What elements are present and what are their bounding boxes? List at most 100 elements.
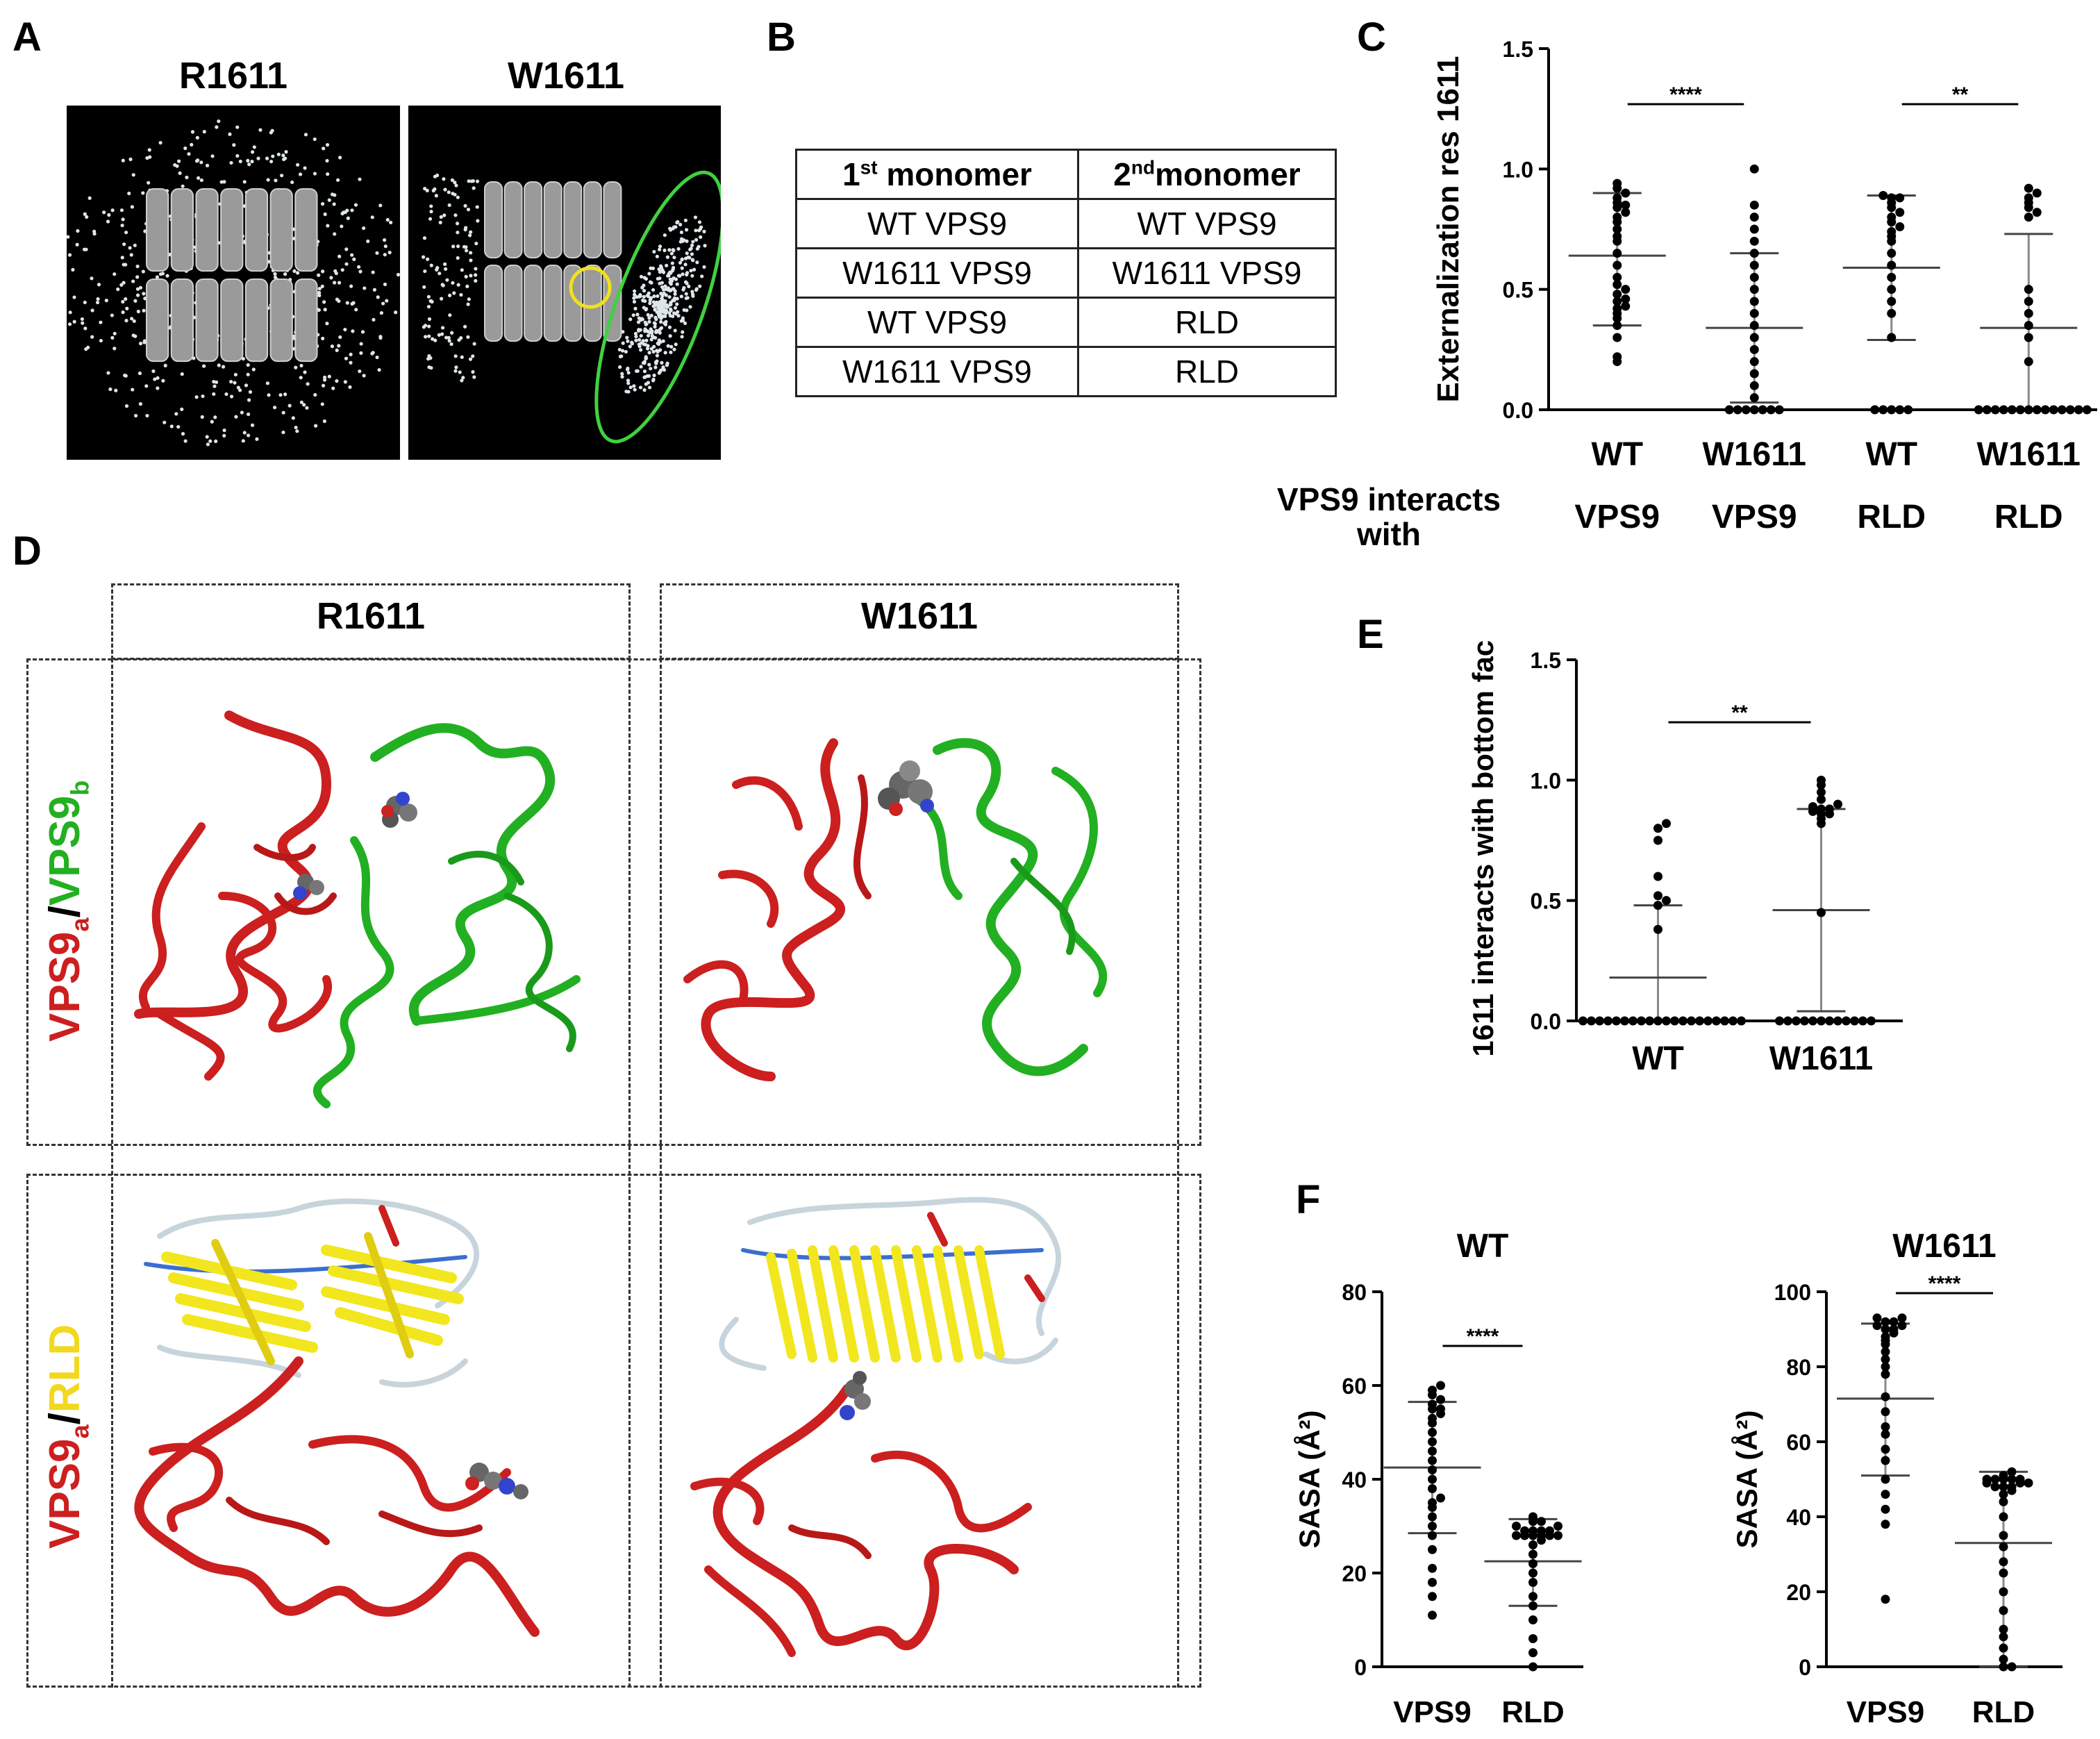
solvent-dot bbox=[429, 366, 433, 370]
y-tick-label: 1.0 bbox=[1531, 768, 1561, 793]
solvent-dot bbox=[194, 395, 199, 399]
data-point bbox=[1749, 236, 1759, 246]
data-point bbox=[1436, 1395, 1445, 1404]
solvent-dot bbox=[671, 226, 675, 231]
data-point bbox=[2007, 1482, 2017, 1492]
table-row: W1611 VPS9 W1611 VPS9 bbox=[795, 247, 1337, 299]
y-tick-label: 0.0 bbox=[1503, 398, 1533, 423]
solvent-dot bbox=[313, 424, 318, 428]
solvent-dot bbox=[131, 173, 135, 177]
helix-block bbox=[244, 188, 269, 272]
data-point bbox=[1825, 1016, 1834, 1026]
data-point bbox=[1881, 1504, 1890, 1514]
solvent-dot bbox=[426, 294, 431, 299]
solvent-dot bbox=[75, 242, 79, 247]
data-point bbox=[2024, 193, 2033, 203]
solvent-dot bbox=[676, 310, 680, 314]
solvent-dot bbox=[110, 208, 115, 213]
solvent-dot bbox=[224, 392, 228, 397]
solvent-dot bbox=[447, 190, 451, 194]
x-tick-label: WT bbox=[1591, 436, 1643, 473]
data-point bbox=[2015, 1474, 2025, 1484]
table-cell: WT VPS9 bbox=[795, 297, 1079, 348]
data-point bbox=[1895, 193, 1905, 203]
solvent-dot bbox=[210, 154, 215, 158]
solvent-dot bbox=[681, 272, 685, 276]
solvent-dot bbox=[323, 375, 327, 379]
solvent-dot bbox=[626, 381, 631, 385]
solvent-dot bbox=[370, 215, 374, 219]
data-point bbox=[1653, 1016, 1662, 1026]
y-tick-label: 20 bbox=[1342, 1561, 1367, 1586]
data-point bbox=[1612, 213, 1622, 222]
solvent-dot bbox=[147, 181, 151, 185]
solvent-dot bbox=[353, 203, 358, 207]
x-tick-label: W1611 bbox=[1769, 1040, 1873, 1077]
data-point bbox=[1881, 1422, 1890, 1431]
solvent-dot bbox=[323, 308, 327, 312]
solvent-dot bbox=[656, 342, 661, 347]
solvent-dot bbox=[444, 335, 449, 340]
data-point bbox=[1612, 333, 1622, 342]
solvent-dot bbox=[476, 219, 480, 223]
solvent-dot bbox=[475, 205, 479, 209]
solvent-dot bbox=[647, 363, 651, 367]
data-point bbox=[1428, 1413, 1437, 1423]
data-point bbox=[2024, 297, 2033, 306]
solvent-dot bbox=[322, 147, 326, 151]
solvent-dot bbox=[85, 215, 89, 219]
chart-title: W1611 bbox=[1892, 1228, 1996, 1265]
solvent-dot bbox=[457, 338, 461, 342]
data-point bbox=[1662, 1016, 1671, 1026]
data-point bbox=[1528, 1549, 1538, 1559]
solvent-dot bbox=[121, 299, 125, 304]
y-tick-label: 40 bbox=[1342, 1467, 1367, 1492]
group-caption-line: with bbox=[1356, 516, 1421, 552]
solvent-dot bbox=[217, 119, 221, 124]
data-point bbox=[1749, 164, 1759, 174]
table-header-cell: 2ndmonomer bbox=[1077, 149, 1337, 200]
solvent-dot bbox=[640, 317, 644, 322]
y-tick-label: 100 bbox=[1774, 1280, 1811, 1305]
data-point bbox=[1887, 193, 1897, 203]
data-point bbox=[2024, 308, 2033, 318]
solvent-dot bbox=[299, 363, 303, 368]
solvent-dot bbox=[429, 204, 433, 208]
solvent-dot bbox=[106, 371, 110, 375]
solvent-dot bbox=[378, 203, 383, 208]
data-point bbox=[2024, 321, 2033, 331]
solvent-dot bbox=[81, 321, 85, 325]
y-tick-label: 20 bbox=[1786, 1580, 1811, 1605]
solvent-dot bbox=[435, 173, 440, 178]
solvent-dot bbox=[625, 335, 629, 340]
y-tick-label: 80 bbox=[1342, 1280, 1367, 1305]
data-point bbox=[1895, 405, 1905, 415]
data-point bbox=[1428, 1437, 1437, 1447]
solvent-dot bbox=[67, 253, 72, 257]
data-point bbox=[1653, 891, 1662, 901]
data-point bbox=[1428, 1399, 1437, 1409]
solvent-dot bbox=[649, 367, 653, 371]
chart-title: WT bbox=[1457, 1228, 1509, 1265]
data-point bbox=[1872, 1321, 1882, 1331]
solvent-dot bbox=[660, 360, 664, 365]
solvent-dot bbox=[250, 150, 255, 154]
solvent-dot bbox=[135, 275, 140, 279]
solvent-dot bbox=[340, 224, 344, 228]
solvent-dot bbox=[236, 385, 240, 390]
solvent-dot bbox=[426, 357, 431, 361]
data-point bbox=[1653, 924, 1662, 934]
solvent-dot bbox=[668, 270, 672, 274]
significance-label: ** bbox=[1952, 83, 1969, 106]
solvent-dot bbox=[141, 191, 145, 195]
data-point bbox=[1621, 301, 1631, 311]
solvent-dot bbox=[138, 285, 143, 290]
solvent-dot bbox=[458, 370, 462, 374]
solvent-dot bbox=[312, 137, 317, 142]
data-point bbox=[1887, 213, 1897, 222]
data-point bbox=[1749, 285, 1759, 294]
solvent-dot bbox=[667, 294, 672, 299]
y-axis-label: SASA (Å²) bbox=[1731, 1410, 1763, 1548]
solvent-dot bbox=[471, 369, 475, 374]
solvent-dot bbox=[471, 354, 475, 358]
